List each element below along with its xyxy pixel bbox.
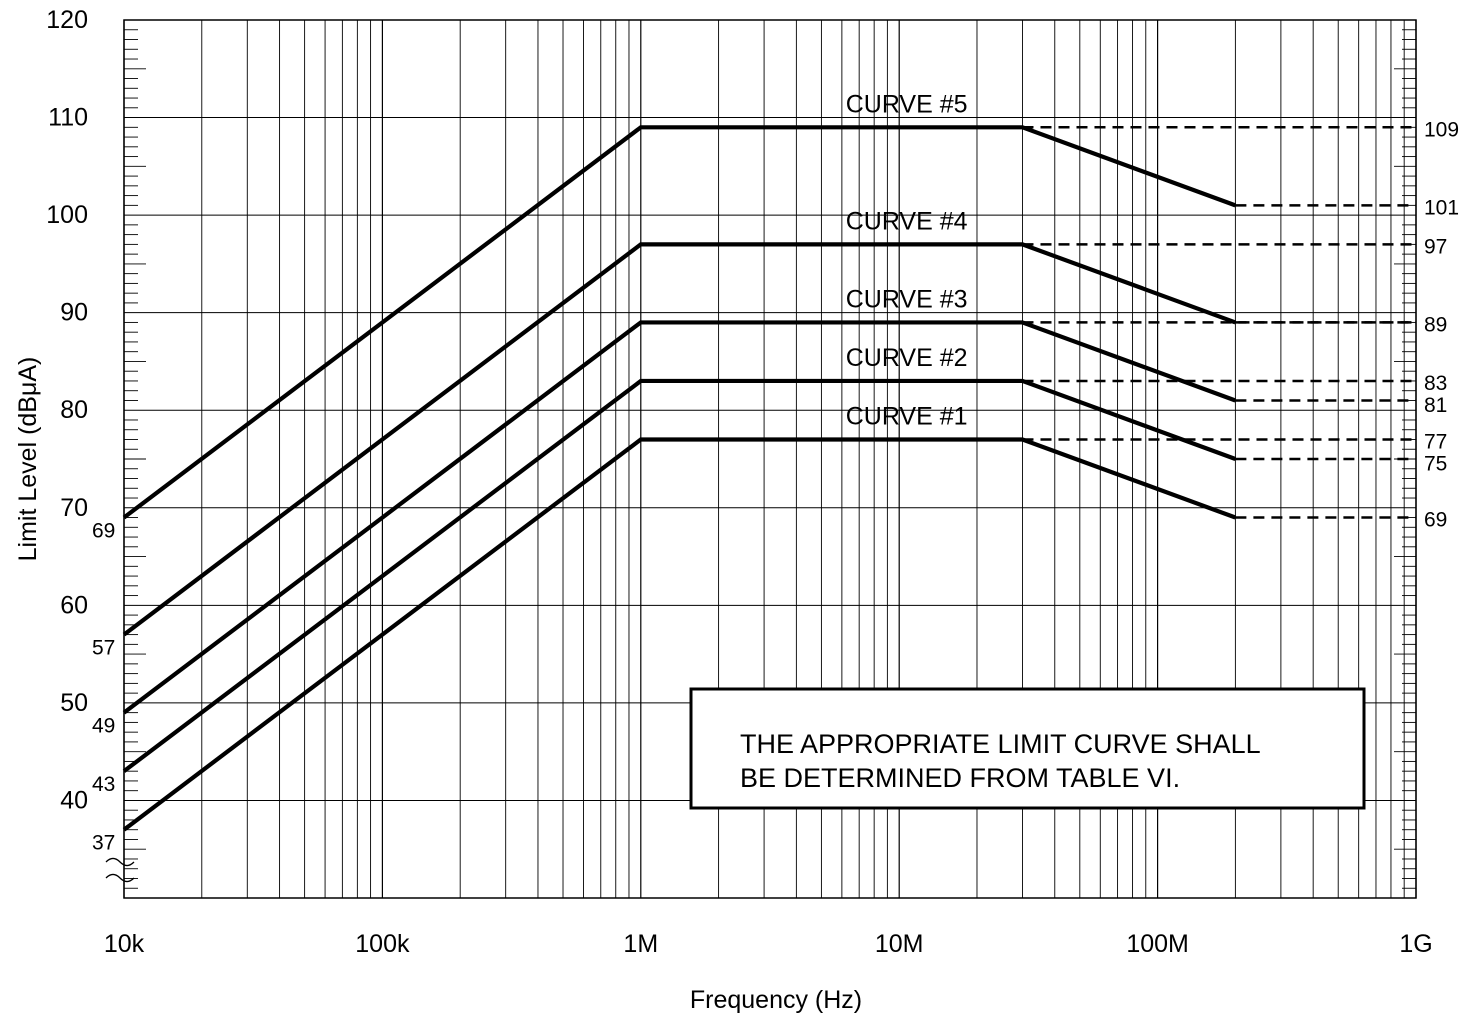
x-axis-label: Frequency (Hz) xyxy=(690,986,862,1014)
curve-label: CURVE #2 xyxy=(846,344,968,372)
series-line-curve-1 xyxy=(122,437,1237,832)
start-value-label: 57 xyxy=(92,637,115,660)
curve-label: CURVE #1 xyxy=(846,402,968,430)
x-tick-label: 1G xyxy=(1399,930,1432,958)
x-axis-ticks: 10k 100k 1M 10M 100M 1G xyxy=(104,930,1433,958)
y-tick-label: 90 xyxy=(60,299,88,327)
y-tick-label: 100 xyxy=(46,201,88,229)
note-line-2: BE DETERMINED FROM TABLE VI. xyxy=(740,763,1180,793)
axis-break-icon xyxy=(105,857,135,883)
y-axis-label: Limit Level (dBμA) xyxy=(14,357,42,562)
start-value-label: 69 xyxy=(92,520,115,543)
x-tick-label: 10k xyxy=(104,930,145,958)
right-value-label: 101 xyxy=(1424,196,1459,219)
start-value-label: 49 xyxy=(92,715,115,738)
right-value-label: 97 xyxy=(1424,235,1447,258)
series-line-curve-4 xyxy=(122,242,1237,637)
y-tick-label: 80 xyxy=(60,396,88,424)
right-value-label: 77 xyxy=(1424,430,1447,453)
curve-label: CURVE #3 xyxy=(846,285,968,313)
right-value-label: 109 xyxy=(1424,118,1459,141)
y-tick-label: 120 xyxy=(46,6,88,34)
series-line-curve-5 xyxy=(122,125,1237,520)
curve-label: CURVE #4 xyxy=(846,207,968,235)
curve-label: CURVE #5 xyxy=(846,90,968,118)
start-value-label: 43 xyxy=(92,773,115,796)
right-value-label: 81 xyxy=(1424,394,1447,417)
y-tick-label: 110 xyxy=(48,104,88,132)
right-value-label: 69 xyxy=(1424,509,1447,532)
right-value-label: 83 xyxy=(1424,372,1447,395)
right-value-label: 89 xyxy=(1424,313,1447,336)
note-box: THE APPROPRIATE LIMIT CURVE SHALL BE DET… xyxy=(689,687,1366,810)
y-tick-label: 50 xyxy=(60,689,88,717)
series-line-curve-3 xyxy=(122,320,1237,715)
series-group xyxy=(122,125,1416,832)
y-axis-ticks: 40 50 60 70 80 90 100 110 120 xyxy=(46,6,88,814)
x-tick-label: 10M xyxy=(875,930,924,958)
y-tick-label: 70 xyxy=(60,494,88,522)
y-tick-label: 40 xyxy=(60,786,88,814)
start-value-label: 37 xyxy=(92,832,115,855)
y-tick-label: 60 xyxy=(60,591,88,619)
series-line-curve-2 xyxy=(122,378,1237,773)
x-tick-label: 100k xyxy=(355,930,410,958)
x-tick-label: 1M xyxy=(623,930,658,958)
right-value-label: 75 xyxy=(1424,452,1447,475)
value-labels: CURVE #1 37 CURVE #2 43 CURVE #3 49 CURVE #4 57… xyxy=(92,90,1459,854)
x-tick-label: 100M xyxy=(1126,930,1189,958)
note-line-1: THE APPROPRIATE LIMIT CURVE SHALL xyxy=(740,729,1261,759)
